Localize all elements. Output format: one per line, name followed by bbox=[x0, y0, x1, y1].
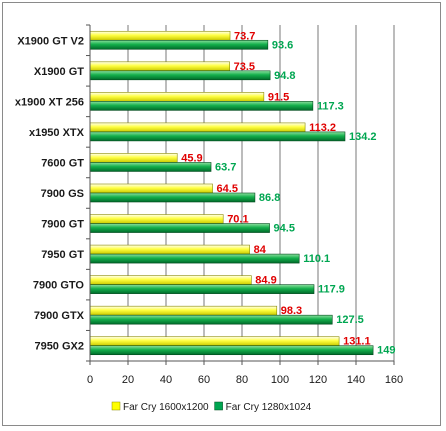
category-label: X1900 GT V2 bbox=[17, 35, 84, 47]
data-label-series-2: 117.3 bbox=[317, 100, 344, 112]
category-label: 7600 GT bbox=[41, 157, 84, 169]
category-label: X1900 GT bbox=[34, 66, 84, 78]
bar-series-1 bbox=[89, 92, 265, 102]
x-tick-label: 0 bbox=[87, 374, 93, 386]
data-label-series-2: 94.5 bbox=[274, 223, 295, 235]
data-label-series-1: 64.5 bbox=[217, 183, 238, 195]
x-tick-label: 20 bbox=[122, 374, 134, 386]
data-label-series-2: 134.2 bbox=[349, 131, 377, 143]
data-label-series-1: 113.2 bbox=[309, 122, 336, 134]
data-label-series-2: 93.6 bbox=[272, 39, 293, 51]
bar-series-1 bbox=[89, 122, 306, 133]
x-tick-label: 160 bbox=[385, 374, 403, 386]
x-tick-label: 100 bbox=[271, 374, 289, 386]
legend: Far Cry 1600x1200 Far Cry 1280x1024 bbox=[111, 401, 312, 413]
data-label-series-1: 131.1 bbox=[343, 336, 371, 348]
x-tick-label: 60 bbox=[198, 374, 210, 386]
bar-series-2 bbox=[89, 131, 346, 142]
data-label-series-1: 70.1 bbox=[227, 214, 248, 226]
data-label-series-2: 149 bbox=[377, 345, 395, 357]
data-label-series-1: 84 bbox=[254, 244, 267, 256]
data-label-series-1: 73.5 bbox=[234, 61, 255, 73]
grid-lines bbox=[127, 25, 395, 361]
data-label-series-2: 127.5 bbox=[336, 314, 364, 326]
data-labels: 73.7 93.6 73.5 94.8 91.5 117.3 113.2 134.2 45.9 6… bbox=[181, 30, 395, 356]
bar-series-1 bbox=[89, 275, 252, 285]
category-label: 7900 GTX bbox=[34, 310, 85, 322]
x-tick-label: 140 bbox=[347, 374, 365, 386]
legend-swatch-series-2 bbox=[214, 401, 223, 411]
x-tick-label: 40 bbox=[160, 374, 172, 386]
category-label: 7900 GS bbox=[41, 188, 84, 200]
tick-labels: 0 20 40 60 80 100 120 140 160 bbox=[87, 374, 403, 386]
category-labels: X1900 GT V2 X1900 GT x1900 XT 256 x1950 XTX… bbox=[15, 35, 85, 352]
bar-series-2 bbox=[89, 253, 300, 264]
data-label-series-2: 110.1 bbox=[303, 253, 330, 265]
data-label-series-1: 73.7 bbox=[234, 30, 255, 42]
category-label: 7950 GT bbox=[41, 249, 84, 261]
bar-series-1 bbox=[89, 153, 178, 163]
legend-swatch-series-1 bbox=[111, 401, 121, 411]
data-label-series-2: 63.7 bbox=[215, 161, 236, 173]
axes bbox=[86, 24, 395, 365]
bar-series-1 bbox=[89, 214, 224, 224]
bar-series-1 bbox=[89, 336, 340, 347]
data-label-series-1: 98.3 bbox=[281, 305, 302, 317]
category-label: 7950 GX2 bbox=[34, 341, 84, 353]
x-tick-label: 120 bbox=[309, 374, 327, 386]
category-label: x1900 XT 256 bbox=[15, 96, 84, 108]
data-label-series-1: 45.9 bbox=[181, 152, 202, 164]
data-label-series-2: 117.9 bbox=[318, 284, 345, 296]
category-label: 7900 GT bbox=[41, 219, 84, 231]
bar-series-2 bbox=[89, 345, 374, 356]
category-label: 7900 GTO bbox=[33, 280, 85, 292]
bar-series-2 bbox=[89, 284, 315, 294]
data-label-series-1: 84.9 bbox=[255, 275, 276, 287]
bar-series-1 bbox=[89, 183, 213, 194]
data-label-series-2: 86.8 bbox=[259, 192, 280, 204]
legend-label-series-1: Far Cry 1600x1200 bbox=[123, 402, 209, 413]
bar-series-1 bbox=[89, 61, 230, 72]
data-label-series-1: 91.5 bbox=[268, 91, 289, 103]
data-label-series-2: 94.8 bbox=[274, 70, 295, 82]
bar-series-1 bbox=[89, 244, 250, 255]
legend-label-series-2: Far Cry 1280x1024 bbox=[226, 402, 312, 413]
x-tick-label: 80 bbox=[236, 374, 248, 386]
bar-series-1 bbox=[89, 305, 278, 316]
category-label: x1950 XTX bbox=[29, 127, 85, 139]
bar-series-1 bbox=[89, 30, 231, 41]
